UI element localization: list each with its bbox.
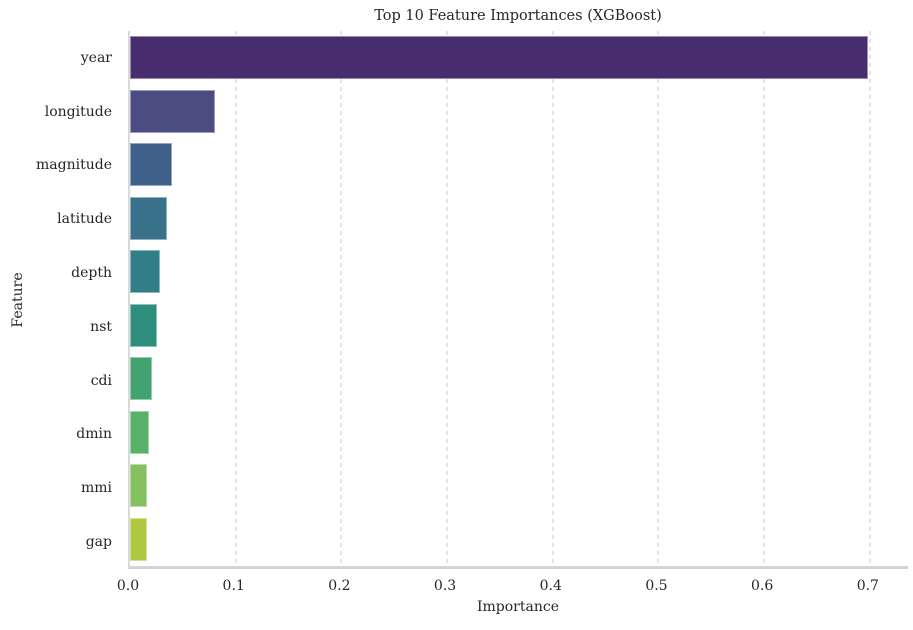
bar-row-year (130, 31, 908, 85)
x-tick-label-0.3: 0.3 (433, 578, 457, 594)
chart-title: Top 10 Feature Importances (XGBoost) (374, 8, 662, 24)
y-tick-label-cdi: cdi (90, 372, 112, 389)
x-tick-label-0.1: 0.1 (222, 578, 245, 594)
gridline (551, 31, 554, 566)
bar-gap (130, 517, 147, 561)
y-axis-tick-labels: year longitude magnitude latitude depth nst cd… (0, 31, 120, 569)
y-tick-label-nst: nst (90, 318, 112, 335)
y-tick-label-mmi: mmi (80, 480, 112, 497)
x-tick-label-0.7: 0.7 (856, 578, 879, 594)
bar-row-depth (130, 245, 908, 299)
gridline (763, 31, 766, 566)
bar-latitude (130, 196, 167, 240)
bar-row-magnitude (130, 138, 908, 192)
x-tick-label-0.0: 0.0 (116, 578, 140, 594)
bar-row-gap (130, 513, 908, 567)
gridline (868, 31, 871, 566)
bar-magnitude (130, 143, 173, 187)
bar-row-mmi (130, 459, 908, 513)
bar-depth (130, 250, 160, 294)
bar-row-nst (130, 299, 908, 353)
bar-mmi (130, 464, 147, 508)
bar-year (130, 36, 868, 80)
bar-row-cdi (130, 352, 908, 406)
gridline (657, 31, 660, 566)
bar-nst (130, 303, 158, 347)
gridline (234, 31, 237, 566)
y-tick-label-longitude: longitude (44, 103, 112, 120)
gridline (446, 31, 449, 566)
x-axis-label: Importance (476, 599, 559, 615)
bar-row-latitude (130, 192, 908, 246)
x-tick-label-0.4: 0.4 (539, 578, 562, 594)
y-tick-label-magnitude: magnitude (36, 157, 112, 174)
y-tick-label-dmin: dmin (76, 426, 112, 443)
bar-cdi (130, 357, 153, 401)
bar-row-longitude (130, 85, 908, 139)
bar-longitude (130, 89, 215, 133)
plot-area (128, 31, 908, 569)
bar-dmin (130, 410, 150, 454)
bar-row-dmin (130, 406, 908, 460)
gridline (340, 31, 343, 566)
x-tick-label-0.2: 0.2 (328, 578, 351, 594)
x-tick-label-0.6: 0.6 (751, 578, 774, 594)
y-tick-label-year: year (80, 49, 112, 66)
x-axis-tick-labels: 0.0 0.1 0.2 0.3 0.4 0.5 0.6 0.7 (117, 578, 908, 598)
x-tick-label-0.5: 0.5 (645, 578, 668, 594)
y-tick-label-latitude: latitude (57, 211, 112, 228)
y-tick-label-gap: gap (85, 534, 112, 551)
y-tick-label-depth: depth (71, 265, 112, 282)
bar-series (130, 31, 908, 566)
